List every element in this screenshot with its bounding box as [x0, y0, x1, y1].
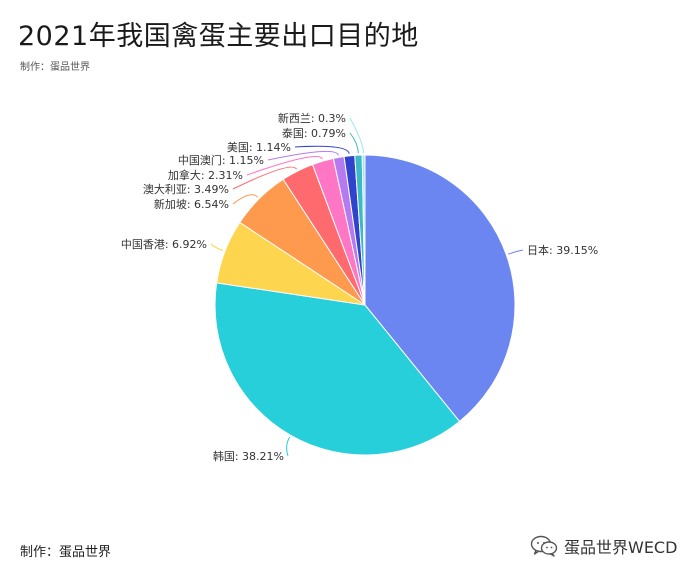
chart-subtitle: 制作：蛋品世界 [20, 62, 90, 73]
slice-label: 美国: 1.14% [227, 141, 291, 154]
footer-brand-text: 蛋品世界WECD [564, 538, 678, 557]
leader-line [267, 150, 339, 161]
pie-slice [214, 282, 461, 456]
slice-label: 日本: 39.15% [527, 243, 598, 257]
footer-credit: 制作：蛋品世界 [20, 545, 112, 560]
leader-line [232, 194, 259, 205]
slice-label: 中国香港: 6.92% [121, 238, 207, 251]
leader-line [349, 132, 359, 154]
leader-line [286, 436, 291, 457]
leader-line [349, 117, 365, 154]
wechat-icon [530, 535, 558, 557]
leader-line [246, 156, 323, 176]
slice-label: 新西兰: 0.3% [278, 111, 346, 125]
leader-line [232, 166, 297, 190]
slice-label: 泰国: 0.79% [282, 126, 346, 140]
slice-label: 澳大利亚: 3.49% [143, 182, 229, 196]
pie-slice [364, 154, 516, 423]
slice-label: 中国澳门: 1.15% [178, 153, 264, 167]
slice-label: 韩国: 38.21% [213, 449, 284, 463]
chart-title: 2021年我国禽蛋主要出口目的地 [18, 21, 419, 52]
slice-label: 加拿大: 2.31% [168, 168, 243, 182]
slice-label: 新加坡: 6.54% [154, 197, 229, 211]
leader-line [210, 243, 224, 252]
leader-line [294, 145, 350, 155]
leader-line [508, 249, 524, 255]
footer-brand: 蛋品世界WECD [530, 534, 677, 558]
pie-slice [361, 154, 366, 306]
